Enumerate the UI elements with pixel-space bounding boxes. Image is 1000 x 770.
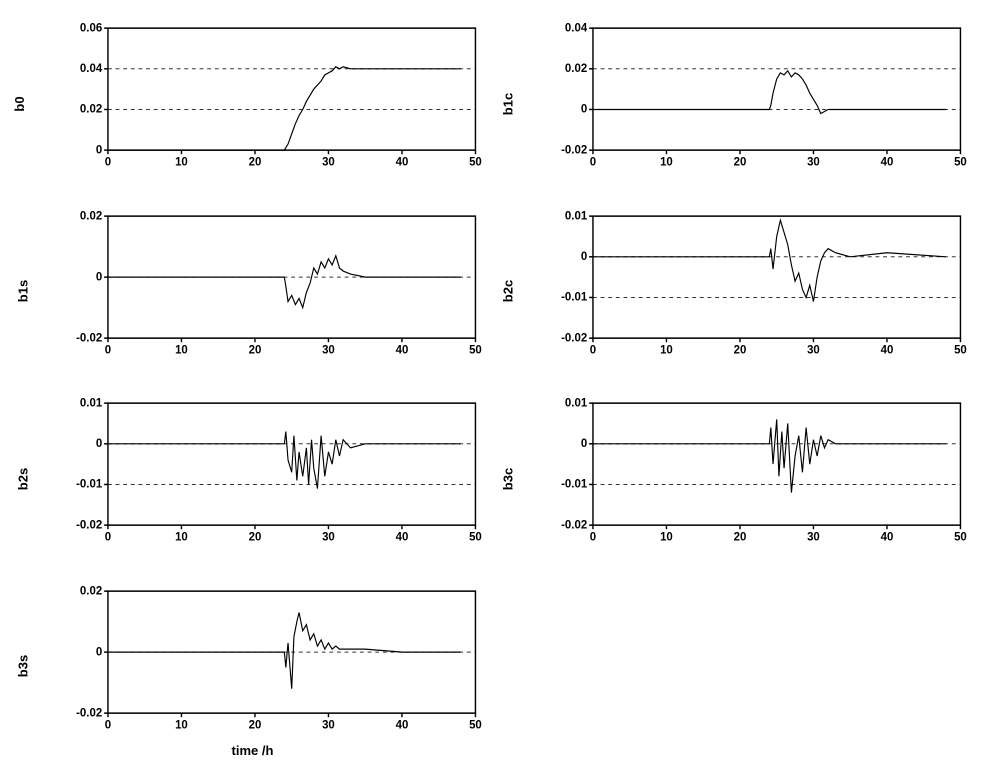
svg-text:30: 30 <box>322 716 335 730</box>
svg-text:-0.02: -0.02 <box>561 517 588 531</box>
svg-text:50: 50 <box>469 154 482 168</box>
svg-text:0: 0 <box>105 341 112 355</box>
svg-text:10: 10 <box>660 154 673 168</box>
svg-text:10: 10 <box>175 716 188 730</box>
svg-text:0: 0 <box>581 248 588 262</box>
svg-text:50: 50 <box>954 529 967 543</box>
svg-text:10: 10 <box>660 529 673 543</box>
chart-panel-b1s: b1s-0.0200.0201020304050 <box>10 198 495 386</box>
svg-text:40: 40 <box>881 529 894 543</box>
svg-text:0.04: 0.04 <box>565 20 588 34</box>
svg-text:30: 30 <box>807 154 820 168</box>
data-series <box>108 67 461 150</box>
chart-panel-b2c: b2c -0.02 -0.01 0 0.01 0 10 20 30 40 50 <box>495 198 980 386</box>
plot-svg: -0.0200.020.0401020304050 <box>550 20 970 173</box>
data-series <box>593 220 946 301</box>
svg-text:0: 0 <box>590 529 597 543</box>
svg-text:0: 0 <box>590 341 597 355</box>
svg-text:40: 40 <box>881 341 894 355</box>
svg-text:40: 40 <box>396 341 409 355</box>
svg-text:0.01: 0.01 <box>565 208 588 222</box>
svg-text:40: 40 <box>396 154 409 168</box>
svg-text:0: 0 <box>590 154 597 168</box>
svg-text:30: 30 <box>807 341 820 355</box>
svg-text:0.02: 0.02 <box>80 208 103 222</box>
svg-text:0.01: 0.01 <box>565 395 588 409</box>
svg-text:-0.02: -0.02 <box>76 705 103 719</box>
svg-text:50: 50 <box>469 341 482 355</box>
svg-text:0.04: 0.04 <box>80 61 103 75</box>
svg-text:0: 0 <box>96 436 103 450</box>
data-series <box>593 71 946 114</box>
svg-text:0.02: 0.02 <box>80 101 103 115</box>
data-series <box>108 432 461 489</box>
svg-text:0.06: 0.06 <box>80 20 103 34</box>
svg-text:0: 0 <box>581 101 588 115</box>
chart-grid: b000.020.040.0601020304050b1c-0.0200.020… <box>0 0 1000 770</box>
svg-text:50: 50 <box>469 716 482 730</box>
data-series <box>108 612 461 688</box>
chart-panel-b1c: b1c-0.0200.020.0401020304050 <box>495 10 980 198</box>
svg-text:-0.02: -0.02 <box>76 517 103 531</box>
ylabel: b3c <box>501 468 516 490</box>
svg-text:0: 0 <box>581 436 588 450</box>
svg-text:-0.01: -0.01 <box>76 476 103 490</box>
plot-svg: -0.0200.0201020304050 <box>65 583 485 736</box>
data-series <box>108 255 461 307</box>
ylabel: b3s <box>16 655 31 677</box>
svg-text:30: 30 <box>807 529 820 543</box>
ylabel: b2c <box>501 280 516 302</box>
plot-svg: -0.02 -0.01 0 0.01 0 10 20 30 40 50 <box>550 395 970 548</box>
plot-svg: -0.02 -0.01 0 0.01 0 10 20 30 40 50 <box>65 395 485 548</box>
svg-text:0: 0 <box>96 644 103 658</box>
plot-svg: 0 0.02 0.04 0.06 0 10 20 30 40 50 <box>65 20 485 173</box>
svg-text:-0.02: -0.02 <box>76 330 103 344</box>
svg-text:0: 0 <box>105 716 112 730</box>
xlabel: time /h <box>232 743 274 758</box>
svg-text:0.02: 0.02 <box>565 61 588 75</box>
svg-text:0: 0 <box>105 529 112 543</box>
svg-text:30: 30 <box>322 529 335 543</box>
ylabel: b0 <box>12 96 27 111</box>
svg-text:0: 0 <box>96 269 103 283</box>
svg-text:-0.01: -0.01 <box>561 289 588 303</box>
chart-panel-b3s: b3stime /h-0.0200.0201020304050 <box>10 573 495 761</box>
svg-text:20: 20 <box>734 154 747 168</box>
svg-text:10: 10 <box>660 341 673 355</box>
svg-text:40: 40 <box>881 154 894 168</box>
svg-text:50: 50 <box>469 529 482 543</box>
svg-text:0.02: 0.02 <box>80 583 103 597</box>
svg-text:10: 10 <box>175 154 188 168</box>
svg-text:20: 20 <box>249 529 262 543</box>
chart-panel-b2s: b2s -0.02 -0.01 0 0.01 0 10 20 30 40 50 <box>10 385 495 573</box>
svg-text:-0.01: -0.01 <box>561 476 588 490</box>
svg-text:40: 40 <box>396 716 409 730</box>
ylabel: b2s <box>16 468 31 490</box>
plot-svg: -0.02 -0.01 0 0.01 0 10 20 30 40 50 <box>550 208 970 361</box>
svg-text:10: 10 <box>175 341 188 355</box>
svg-text:20: 20 <box>734 529 747 543</box>
svg-text:30: 30 <box>322 341 335 355</box>
ylabel: b1c <box>501 93 516 115</box>
svg-text:40: 40 <box>396 529 409 543</box>
svg-text:10: 10 <box>175 529 188 543</box>
data-series <box>593 419 946 492</box>
plot-svg: -0.0200.0201020304050 <box>65 208 485 361</box>
ylabel: b1s <box>16 280 31 302</box>
svg-text:0: 0 <box>96 142 103 156</box>
svg-text:-0.02: -0.02 <box>561 330 588 344</box>
svg-text:20: 20 <box>734 341 747 355</box>
svg-text:0.01: 0.01 <box>80 395 103 409</box>
svg-text:20: 20 <box>249 341 262 355</box>
svg-text:20: 20 <box>249 154 262 168</box>
svg-text:20: 20 <box>249 716 262 730</box>
svg-text:0: 0 <box>105 154 112 168</box>
svg-text:50: 50 <box>954 154 967 168</box>
chart-panel-b0: b0 0 0.02 0.04 0.06 0 10 20 30 40 50 <box>10 10 495 198</box>
svg-text:30: 30 <box>322 154 335 168</box>
chart-panel-b3c: b3c -0.02 -0.01 0 0.01 0 10 20 30 40 50 <box>495 385 980 573</box>
svg-text:50: 50 <box>954 341 967 355</box>
svg-text:-0.02: -0.02 <box>561 142 588 156</box>
